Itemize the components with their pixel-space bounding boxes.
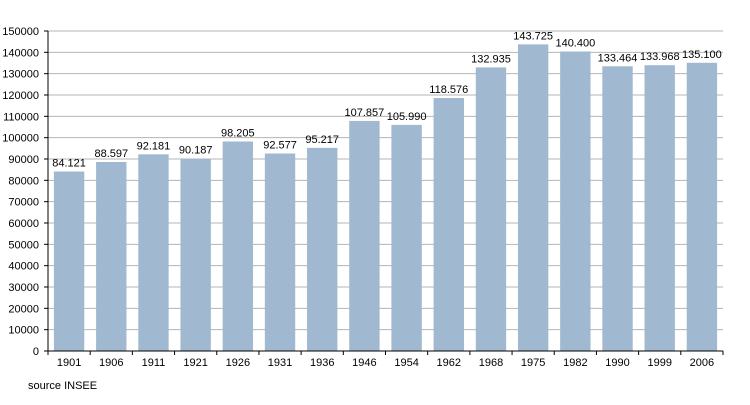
bar [349,120,380,352]
data-label: 133.968 [640,51,680,63]
data-label: 133.464 [598,52,638,64]
x-tick-label: 1982 [563,357,587,369]
x-tick-label: 1962 [437,357,461,369]
bar [96,161,127,351]
data-label: 132.935 [471,53,511,65]
x-tick-label: 1999 [647,357,671,369]
data-label: 107.857 [345,107,385,119]
x-tick-label: 1975 [521,357,545,369]
y-tick-label: 20000 [8,303,39,315]
bar [686,62,718,351]
bar [517,44,549,352]
x-tick-label: 1954 [394,357,418,369]
x-tick-label: 1936 [310,357,334,369]
bar [138,154,169,351]
x-tick-label: 1921 [183,357,207,369]
y-tick-label: 90000 [8,154,39,166]
x-tick-label: 1990 [605,357,629,369]
y-tick-label: 10000 [8,325,39,337]
x-tick-label: 1906 [99,357,123,369]
bar [475,67,507,351]
y-tick-label: 60000 [8,218,39,230]
bar [264,153,296,351]
bar [307,147,338,351]
y-tick-label: 50000 [8,239,39,251]
data-label: 135.100 [682,49,722,61]
x-tick-label: 1926 [226,357,250,369]
y-tick-label: 0 [33,346,39,358]
y-tick-label: 110000 [3,111,39,123]
source-note: source INSEE [28,380,98,392]
bar [433,98,464,351]
bar [644,65,675,351]
data-label: 143.725 [513,30,553,42]
data-label: 95.217 [305,134,339,146]
x-tick-label: 2006 [690,357,714,369]
data-label: 105.990 [387,111,427,123]
bar [602,66,633,352]
y-tick-label: 70000 [8,197,39,209]
data-label: 118.576 [429,84,468,96]
data-label: 88.597 [94,148,128,160]
y-tick-label: 100000 [2,133,39,145]
y-tick-label: 140000 [2,47,39,59]
data-label: 90.187 [179,145,213,157]
data-label: 98.205 [221,127,255,139]
data-label: 140.400 [555,37,595,49]
x-tick-label: 1946 [352,357,376,369]
y-tick-label: 30000 [8,282,39,294]
y-tick-label: 130000 [2,69,39,81]
data-label: 92.181 [137,140,171,152]
bar [53,171,85,351]
bar [180,158,211,351]
data-label: 84.121 [52,158,86,170]
y-tick-label: 150000 [2,26,39,38]
bar [391,124,422,351]
y-tick-label: 40000 [8,261,39,273]
x-tick-label: 1968 [479,357,503,369]
x-tick-label: 1901 [57,357,81,369]
x-tick-label: 1911 [142,357,166,369]
y-tick-label: 80000 [8,175,39,187]
bar [560,51,591,351]
y-tick-label: 120000 [2,90,39,102]
x-tick-label: 1931 [268,357,292,369]
data-label: 92.577 [263,140,297,152]
bar [222,141,254,351]
